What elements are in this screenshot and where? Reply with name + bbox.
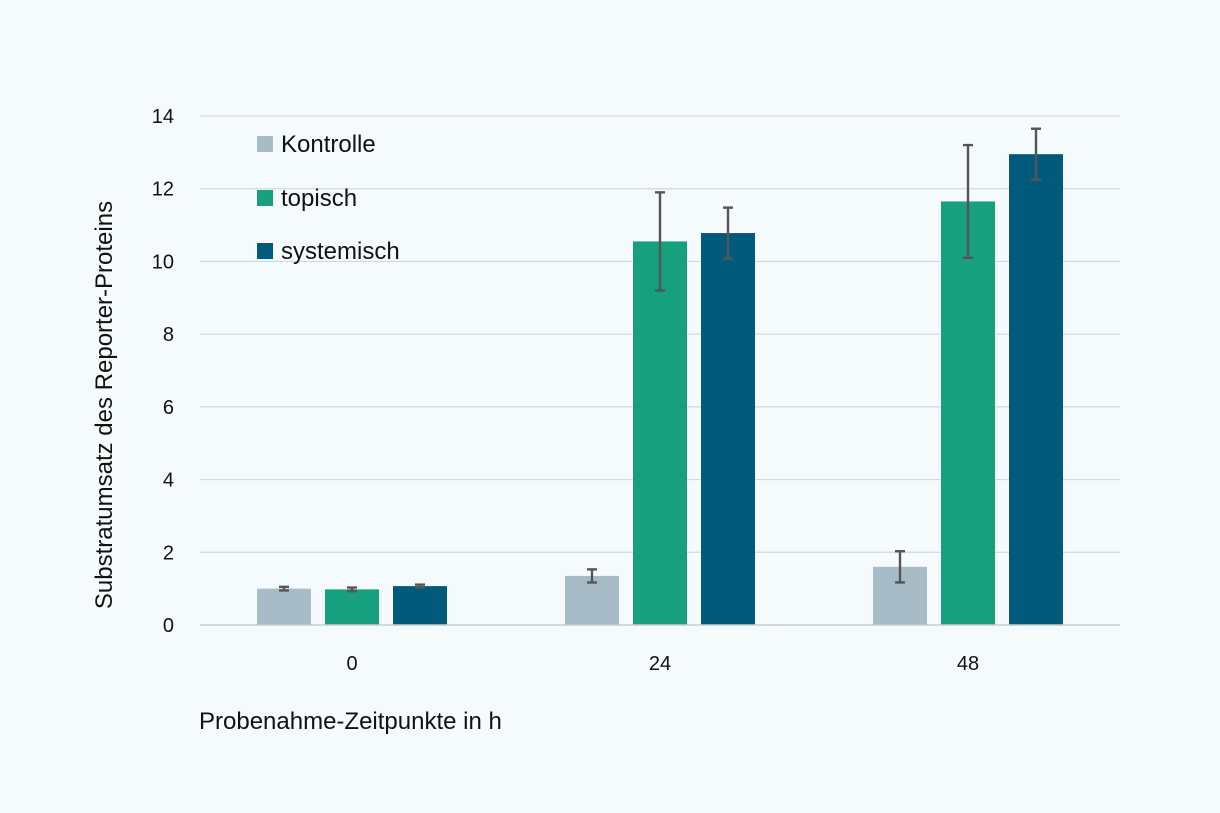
- bars: [257, 154, 1063, 626]
- y-tick-label-14: 14: [152, 106, 174, 128]
- error-bar-topisch-24: [655, 191, 665, 292]
- x-tick-label-48: 48: [957, 653, 979, 675]
- error-bar-systemisch-48: [1031, 127, 1041, 181]
- bar-kontrolle-0: [257, 588, 311, 625]
- error-bar-kontrolle-0: [279, 585, 289, 592]
- legend-label-systemisch: systemisch: [281, 238, 400, 265]
- bar-systemisch-48: [1009, 154, 1063, 626]
- bar-systemisch-24: [701, 233, 755, 625]
- y-tick-label-12: 12: [152, 179, 174, 201]
- y-tick-label-2: 2: [163, 542, 174, 564]
- x-axis-ticks: 0 24 48: [346, 653, 979, 675]
- y-tick-label-10: 10: [152, 251, 174, 273]
- legend-item-systemisch: systemisch: [257, 238, 400, 265]
- error-bar-topisch-48: [963, 143, 973, 259]
- bar-topisch-48: [941, 201, 995, 626]
- bar-systemisch-0: [393, 586, 447, 625]
- y-tick-label-0: 0: [163, 615, 174, 637]
- error-bars: [279, 127, 1041, 593]
- x-axis-title: Probenahme-Zeitpunkte in h: [199, 708, 502, 735]
- legend: Kontrolle topisch systemisch: [257, 131, 400, 265]
- bar-topisch-0: [325, 589, 379, 625]
- legend-item-kontrolle: Kontrolle: [257, 131, 376, 158]
- x-tick-label-24: 24: [649, 653, 671, 675]
- legend-swatch-systemisch: [257, 243, 273, 259]
- y-tick-label-8: 8: [163, 324, 174, 346]
- legend-item-topisch: topisch: [257, 185, 357, 212]
- bar-topisch-24: [633, 241, 687, 626]
- y-axis-title: Substratumsatz des Reporter-Proteins: [91, 201, 118, 609]
- error-bar-systemisch-24: [723, 206, 733, 260]
- error-bar-topisch-0: [347, 586, 357, 593]
- legend-label-kontrolle: Kontrolle: [281, 131, 376, 158]
- error-bar-kontrolle-24: [587, 568, 597, 584]
- y-tick-label-4: 4: [163, 470, 174, 492]
- error-bar-kontrolle-48: [895, 549, 905, 584]
- x-tick-label-0: 0: [346, 653, 357, 675]
- bar-kontrolle-24: [565, 575, 619, 625]
- y-tick-label-6: 6: [163, 397, 174, 419]
- y-axis-ticks: 0 2 4 6 8 10 12 14: [152, 106, 174, 637]
- error-bar-systemisch-0: [415, 583, 425, 589]
- legend-label-topisch: topisch: [281, 185, 357, 212]
- legend-swatch-topisch: [257, 190, 273, 206]
- legend-swatch-kontrolle: [257, 136, 273, 152]
